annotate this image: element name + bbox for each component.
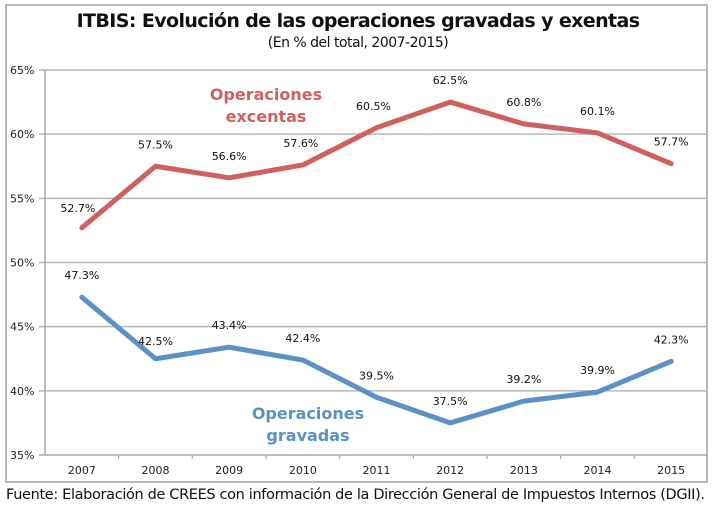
series-annotation-excentas: Operaciones (210, 85, 322, 104)
data-label: 42.4% (285, 332, 320, 345)
x-tick-label: 2011 (363, 464, 391, 477)
data-label: 42.5% (138, 335, 173, 348)
series-annotation-gravadas: Operaciones (252, 404, 364, 423)
x-axis-ticks: 2007 2008 2009 2010 2011 2012 2013 2014 2015 (68, 464, 685, 477)
y-tick-label: 35% (10, 449, 34, 462)
series-annotation-excentas: excentas (226, 107, 307, 126)
x-tick-label: 2008 (142, 464, 170, 477)
data-labels: 52.7% 57.5% 56.6% 57.6% 60.5% 62.5% 60.8% 60.1%… (60, 74, 688, 408)
x-tick-label: 2015 (657, 464, 685, 477)
x-tick-label: 2007 (68, 464, 96, 477)
x-tick-label: 2010 (289, 464, 317, 477)
data-label: 60.1% (580, 105, 615, 118)
axes (39, 70, 708, 459)
data-label: 57.7% (654, 136, 689, 149)
chart-frame (5, 4, 708, 483)
source-note: Fuente: Elaboración de CREES con informa… (6, 487, 705, 503)
data-label: 39.9% (580, 364, 615, 377)
series-lines (79, 99, 674, 426)
data-label: 56.6% (212, 150, 247, 163)
series-line-gravadas (79, 294, 674, 426)
data-label: 37.5% (433, 395, 468, 408)
series-annotations: Operaciones excentas Operaciones gravadas (210, 85, 364, 445)
data-label: 60.8% (506, 96, 541, 109)
data-label: 39.5% (359, 369, 394, 382)
data-label: 57.5% (138, 138, 173, 151)
data-label: 43.4% (212, 319, 247, 332)
y-tick-label: 50% (10, 257, 34, 270)
data-label: 39.2% (506, 373, 541, 386)
y-axis-ticks: 35% 40% 45% 50% 55% 60% 65% (10, 64, 34, 462)
series-line-excentas (79, 99, 674, 231)
chart-title: ITBIS: Evolución de las operaciones grav… (76, 10, 640, 32)
x-tick-label: 2013 (510, 464, 538, 477)
x-tick-label: 2012 (436, 464, 464, 477)
data-label: 47.3% (64, 269, 99, 282)
data-label: 62.5% (433, 74, 468, 87)
chart-subtitle: (En % del total, 2007-2015) (267, 35, 449, 51)
x-tick-label: 2009 (215, 464, 243, 477)
y-tick-label: 55% (10, 192, 34, 205)
data-label: 52.7% (60, 202, 95, 215)
y-tick-label: 45% (10, 321, 34, 334)
y-tick-label: 40% (10, 385, 34, 398)
y-tick-label: 60% (10, 128, 34, 141)
data-label: 57.6% (283, 137, 318, 150)
series-annotation-gravadas: gravadas (266, 426, 349, 445)
data-label: 60.5% (356, 100, 391, 113)
data-label: 42.3% (654, 333, 689, 346)
x-tick-label: 2014 (584, 464, 612, 477)
y-tick-label: 65% (10, 64, 34, 77)
